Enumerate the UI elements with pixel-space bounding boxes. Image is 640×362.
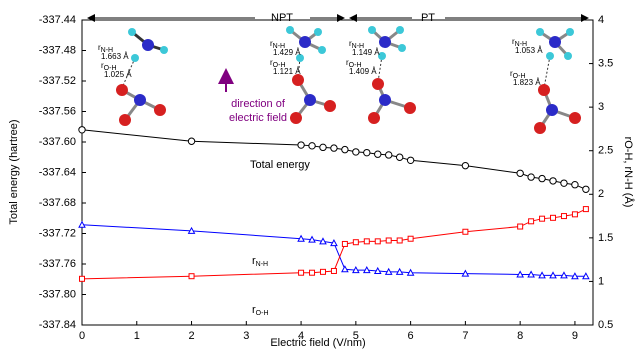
y2-tick-label: 3.5 <box>598 57 613 69</box>
field-label: electric field <box>229 112 287 124</box>
point <box>561 214 566 219</box>
field-label: direction of <box>231 98 286 110</box>
x-tick-label: 3 <box>243 330 249 342</box>
point <box>342 241 347 246</box>
point <box>539 175 545 181</box>
bond-length: 1.409 Å <box>349 67 377 76</box>
point <box>79 127 85 133</box>
point <box>375 151 381 157</box>
series-line <box>82 130 586 189</box>
series-name: Total energy <box>250 159 310 171</box>
x-tick-label: 0 <box>79 330 85 342</box>
chart: NPT PT direction of electric field Elect… <box>0 0 640 362</box>
point <box>462 162 468 168</box>
point <box>529 219 534 224</box>
point <box>386 152 392 158</box>
point <box>386 238 391 243</box>
point <box>320 144 326 150</box>
point <box>397 238 402 243</box>
y-tick-label: -337.68 <box>39 197 76 209</box>
y2-axis-label: rO-H, rN-H (Å) <box>622 137 635 208</box>
series-label: rN-H <box>252 255 268 268</box>
y-axis-label: Total energy (hartree) <box>8 119 20 224</box>
y-tick-label: -337.80 <box>39 288 76 300</box>
y-tick-label: -337.48 <box>39 44 76 56</box>
y2-tick-label: 1.5 <box>598 232 613 244</box>
y-tick-label: -337.44 <box>39 14 76 26</box>
point <box>517 170 523 176</box>
series-subscript: N-H <box>256 261 268 268</box>
point <box>551 215 556 220</box>
point <box>407 157 413 163</box>
series-subscript: O-H <box>256 310 269 317</box>
x-tick-label: 9 <box>572 330 578 342</box>
y-tick-label: -337.64 <box>39 166 76 178</box>
point <box>364 239 369 244</box>
y2-tick-label: 0.5 <box>598 319 613 331</box>
pt-label: PT <box>421 12 435 24</box>
point <box>188 138 194 144</box>
bond-length: 1.025 Å <box>104 70 132 79</box>
point <box>396 154 402 160</box>
x-tick-label: 6 <box>408 330 414 342</box>
x-tick-label: 7 <box>462 330 468 342</box>
point <box>408 236 413 241</box>
y2-tick-label: 4 <box>598 14 604 26</box>
point <box>583 186 589 192</box>
y-tick-label: -337.56 <box>39 105 76 117</box>
y-tick-label: -337.72 <box>39 227 76 239</box>
x-tick-label: 4 <box>298 330 304 342</box>
npt-label: NPT <box>271 12 293 24</box>
y2-tick-label: 2 <box>598 188 604 200</box>
point <box>463 229 468 234</box>
point <box>320 269 325 274</box>
point <box>375 239 380 244</box>
point <box>331 145 337 151</box>
y-tick-label: -337.84 <box>39 319 76 331</box>
x-tick-label: 2 <box>188 330 194 342</box>
bond-length: 1.663 Å <box>101 52 129 61</box>
series-label: rO-H <box>252 304 269 317</box>
molecule-4 <box>534 28 581 134</box>
point <box>583 207 588 212</box>
point <box>572 212 577 217</box>
bond-length: 1.149 Å <box>352 48 380 57</box>
y-tick-label: -337.52 <box>39 75 76 87</box>
point <box>528 174 534 180</box>
point <box>309 143 315 149</box>
point <box>572 182 578 188</box>
point <box>298 142 304 148</box>
point <box>299 270 304 275</box>
point <box>540 216 545 221</box>
x-tick-label: 1 <box>134 330 140 342</box>
point <box>518 224 523 229</box>
point <box>364 149 370 155</box>
bond-length: 1.823 Å <box>513 78 541 87</box>
point <box>189 274 194 279</box>
bond-length: 1.053 Å <box>515 46 543 55</box>
point <box>331 268 336 273</box>
y2-tick-label: 1 <box>598 275 604 287</box>
x-tick-label: 5 <box>353 330 359 342</box>
point <box>353 149 359 155</box>
point <box>80 276 85 281</box>
bond-length: 1.121 Å <box>273 67 301 76</box>
point <box>342 146 348 152</box>
bond-length: 1.429 Å <box>273 48 301 57</box>
page: {"chart_data": { "type": "line", "xlabel… <box>0 0 640 362</box>
y2-tick-label: 3 <box>598 101 604 113</box>
y-tick-label: -337.60 <box>39 136 76 148</box>
y-tick-label: -337.76 <box>39 258 76 270</box>
point <box>310 270 315 275</box>
x-tick-label: 8 <box>517 330 523 342</box>
point <box>353 240 358 245</box>
x-axis-label: Electric field (V/nm) <box>270 337 365 349</box>
y2-tick-label: 2.5 <box>598 145 613 157</box>
point <box>550 178 556 184</box>
point <box>561 180 567 186</box>
series-label: Total energy <box>250 159 310 171</box>
